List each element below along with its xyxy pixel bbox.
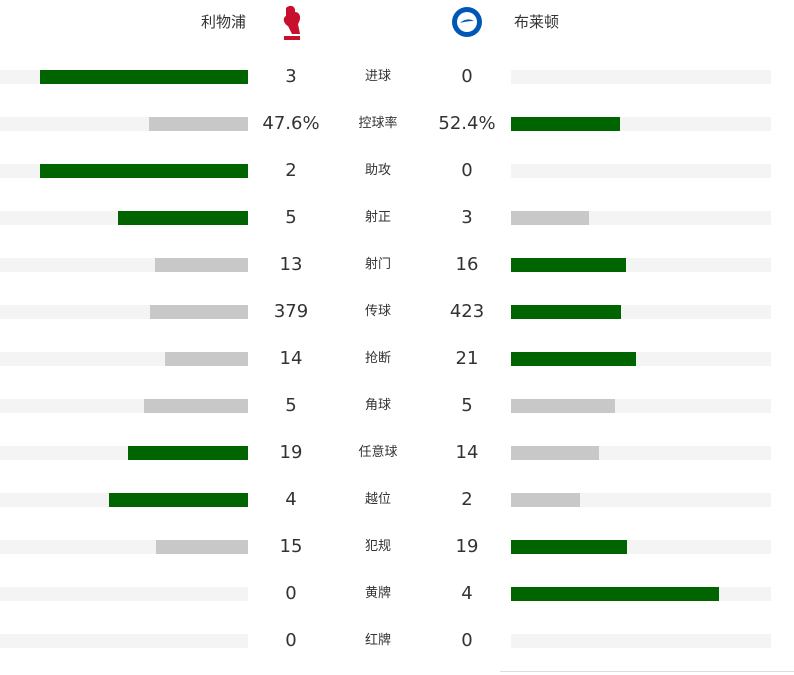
home-value: 5 — [285, 395, 297, 416]
home-bar — [40, 70, 248, 84]
stat-label: 抢断 — [364, 351, 391, 366]
away-bar — [511, 399, 615, 413]
away-bar — [511, 540, 628, 554]
stat-label: 任意球 — [358, 445, 398, 460]
stat-label: 红牌 — [364, 633, 391, 648]
away-value: 0 — [461, 630, 473, 651]
home-bar — [40, 164, 248, 178]
home-team: 利物浦 — [200, 13, 246, 31]
stat-label: 控球率 — [358, 116, 398, 131]
home-bar — [109, 493, 248, 507]
stat-label: 犯规 — [364, 539, 391, 554]
home-bar — [164, 352, 248, 366]
stat-label: 角球 — [364, 398, 391, 413]
away-bar — [511, 117, 620, 131]
away-track — [511, 164, 771, 178]
home-value: 0 — [285, 583, 297, 604]
away-bar — [511, 446, 600, 460]
home-value: 3 — [285, 66, 297, 87]
home-bar — [154, 258, 248, 272]
stat-label: 射正 — [364, 210, 391, 225]
stat-label: 进球 — [364, 69, 391, 84]
away-team: 布莱顿 — [514, 13, 560, 31]
home-value: 14 — [279, 348, 303, 369]
away-bar — [511, 211, 589, 225]
home-bar — [128, 446, 248, 460]
home-value: 4 — [285, 489, 297, 510]
home-track — [0, 587, 248, 601]
stat-label: 黄牌 — [364, 586, 391, 601]
home-value: 2 — [285, 160, 297, 181]
stat-label: 助攻 — [364, 163, 391, 178]
away-value: 14 — [455, 442, 479, 463]
home-bar — [156, 540, 248, 554]
away-value: 4 — [461, 583, 473, 604]
away-logo — [452, 7, 482, 37]
away-track — [511, 634, 771, 648]
away-value: 19 — [455, 536, 479, 557]
away-bar — [511, 352, 636, 366]
home-bar — [148, 117, 248, 131]
stat-label: 射门 — [364, 257, 391, 272]
divider — [500, 671, 794, 672]
home-value: 47.6% — [262, 113, 320, 134]
away-value: 2 — [461, 489, 473, 510]
away-bar — [511, 493, 581, 507]
away-bar — [511, 258, 626, 272]
home-value: 5 — [285, 207, 297, 228]
away-value: 21 — [455, 348, 479, 369]
away-value: 52.4% — [438, 113, 496, 134]
home-value: 379 — [273, 301, 309, 322]
away-value: 3 — [461, 207, 473, 228]
away-track — [511, 70, 771, 84]
away-value: 0 — [461, 66, 473, 87]
home-bar — [118, 211, 248, 225]
home-value: 15 — [279, 536, 303, 557]
away-value: 423 — [449, 301, 485, 322]
stat-label: 越位 — [364, 492, 391, 507]
home-bar — [149, 305, 248, 319]
home-value: 13 — [279, 254, 303, 275]
home-bar — [144, 399, 248, 413]
home-track — [0, 634, 248, 648]
away-bar — [511, 305, 621, 319]
away-value: 0 — [461, 160, 473, 181]
home-logo — [283, 5, 301, 40]
away-value: 5 — [461, 395, 473, 416]
away-bar — [511, 587, 719, 601]
stat-label: 传球 — [364, 304, 391, 319]
away-value: 16 — [455, 254, 479, 275]
home-value: 0 — [285, 630, 297, 651]
home-value: 19 — [279, 442, 303, 463]
